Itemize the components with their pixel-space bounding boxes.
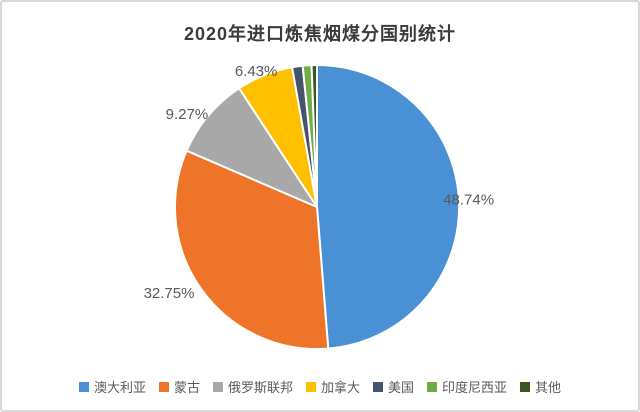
legend-label: 其他 — [535, 380, 562, 395]
pie-slice-其他 — [310, 63, 318, 208]
legend-item-印度尼西亚: 印度尼西亚 — [427, 377, 507, 396]
pie-label-俄罗斯联邦: 9.27% — [166, 106, 209, 123]
pie-data-labels: 48.74% 32.75% 9.27% 6.43% — [144, 63, 494, 302]
legend-label: 印度尼西亚 — [442, 380, 508, 395]
pie-slice-澳大利亚 — [316, 64, 460, 350]
legend-swatch-icon — [158, 381, 169, 392]
legend-label: 美国 — [388, 380, 415, 395]
legend-swatch-icon — [212, 381, 223, 392]
legend-item-其他: 其他 — [520, 377, 561, 396]
legend-label: 澳大利亚 — [93, 380, 146, 395]
pie-slice-蒙古 — [173, 149, 330, 350]
legend-item-蒙古: 蒙古 — [158, 377, 200, 396]
legend-item-俄罗斯联邦: 俄罗斯联邦 — [212, 377, 293, 396]
legend-label: 蒙古 — [173, 380, 200, 395]
legend-item-澳大利亚: 澳大利亚 — [78, 377, 146, 396]
legend-swatch-icon — [78, 381, 89, 392]
legend-item-美国: 美国 — [373, 377, 414, 396]
pie-label-澳大利亚: 48.74% — [443, 191, 494, 208]
legend-swatch-icon — [520, 381, 531, 392]
pie-slices — [173, 63, 460, 350]
chart-legend: 澳大利亚 蒙古 俄罗斯联邦 加拿大 美国 印度尼西亚 其他 — [2, 377, 638, 396]
legend-item-加拿大: 加拿大 — [305, 377, 360, 396]
pie-slice-俄罗斯联邦 — [185, 87, 318, 208]
pie-label-蒙古: 32.75% — [144, 285, 195, 302]
chart-title: 2020年进口炼焦烟煤分国别统计 — [183, 24, 457, 44]
legend-swatch-icon — [305, 381, 316, 392]
legend-swatch-icon — [427, 381, 438, 392]
legend-label: 俄罗斯联邦 — [227, 380, 293, 395]
legend-label: 加拿大 — [320, 380, 360, 395]
pie-label-加拿大: 6.43% — [235, 63, 278, 80]
legend-swatch-icon — [373, 381, 383, 392]
